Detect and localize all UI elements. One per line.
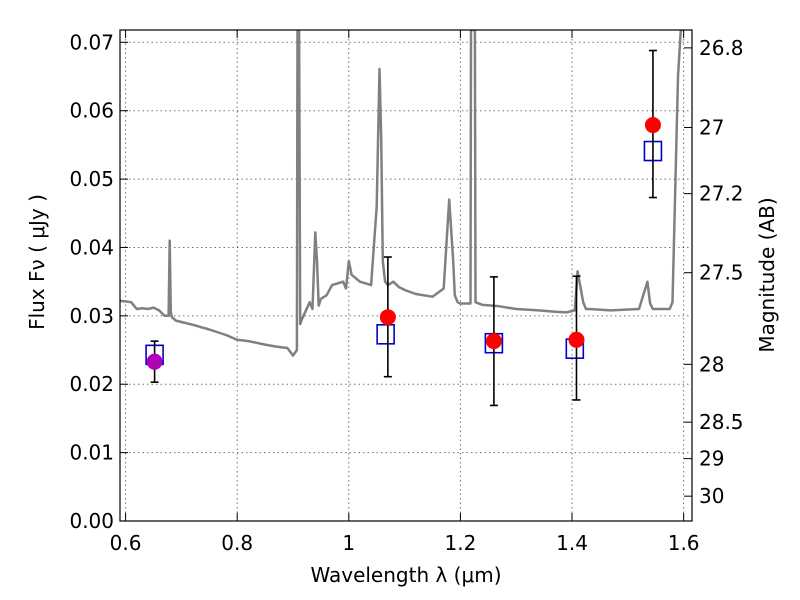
x-tick-label: 1.2 — [445, 531, 477, 555]
right-axis-title: Magnitude (AB) — [755, 197, 779, 352]
x-axis-title: Wavelength λ (μm) — [310, 563, 501, 587]
grid-lines — [120, 30, 692, 521]
y-tick-label: 0.03 — [69, 304, 114, 328]
plot-area — [120, 30, 684, 407]
y-tick-label: 0.05 — [69, 167, 114, 191]
right-tick-label: 30 — [699, 484, 724, 508]
y-tick-label: 0.04 — [69, 235, 114, 259]
observed-flux-point — [146, 353, 163, 370]
x-tick-label: 0.6 — [110, 531, 142, 555]
observed-flux-point — [379, 309, 396, 326]
y-axis-title: Flux Fν ( μJy ) — [25, 194, 49, 330]
right-tick-label: 28 — [699, 352, 724, 376]
axis-ticks: 0.6 0.8 1 1.2 1.4 1.6 0.00 0.01 0.02 0.03 0.04 0.05… — [69, 30, 744, 555]
y-tick-label: 0.02 — [69, 372, 114, 396]
y-tick-label: 0.06 — [69, 99, 114, 123]
y-tick-label: 0.01 — [69, 441, 114, 465]
x-tick-label: 1.6 — [668, 531, 700, 555]
x-tick-label: 0.8 — [221, 531, 253, 555]
x-tick-label: 1 — [342, 531, 355, 555]
right-tick-label: 28.5 — [699, 410, 744, 434]
x-tick-label: 1.4 — [556, 531, 588, 555]
observed-flux-point — [644, 117, 661, 134]
right-tick-label: 27 — [699, 115, 724, 139]
right-tick-label: 27.2 — [699, 182, 744, 206]
y-tick-label: 0.07 — [69, 30, 114, 54]
observed-flux-point — [568, 331, 585, 348]
plot-frame — [119, 29, 693, 522]
observed-flux-point — [485, 333, 502, 350]
right-tick-label: 27.5 — [699, 261, 744, 285]
right-tick-label: 29 — [699, 447, 724, 471]
right-tick-label: 26.8 — [699, 36, 744, 60]
y-tick-label: 0.00 — [69, 509, 114, 533]
